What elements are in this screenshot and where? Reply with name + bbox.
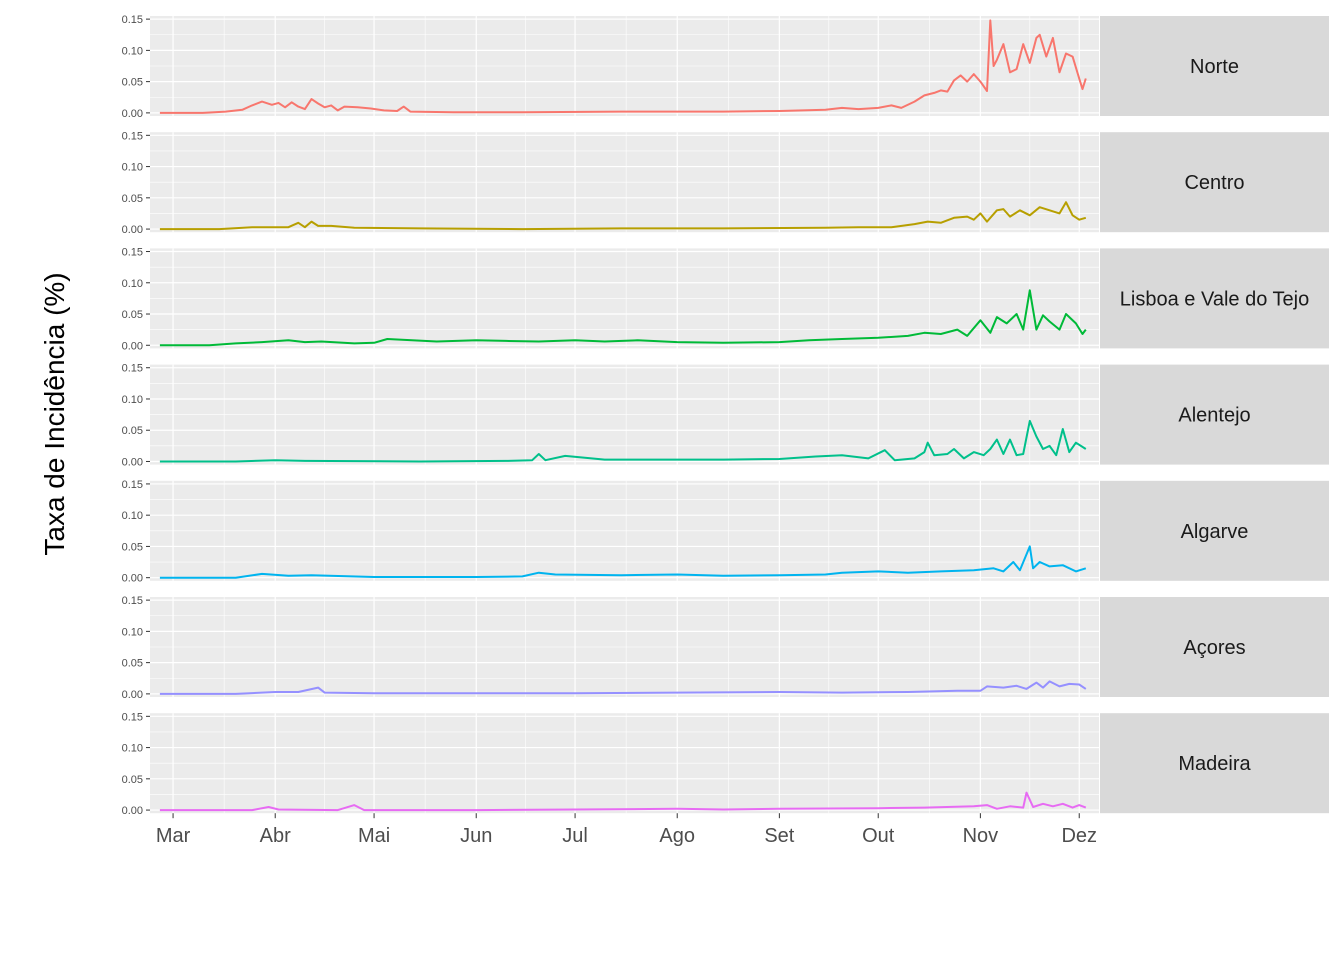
facet-strip	[1100, 132, 1329, 233]
facet-strip-label: Centro	[1184, 172, 1244, 194]
x-tick-label: Mai	[358, 825, 390, 847]
x-tick-label: Ago	[659, 825, 695, 847]
y-tick-label: 0.00	[122, 108, 143, 120]
y-tick-label: 0.10	[122, 162, 143, 174]
x-axis: Mar Abr Mai Jun Jul Ago Set Out Nov Dez	[156, 813, 1097, 847]
x-tick-label: Dez	[1061, 825, 1097, 847]
y-tick-label: 0.05	[122, 658, 143, 670]
facet-strip-label: Alentejo	[1178, 405, 1250, 427]
x-tick-label: Jul	[562, 825, 588, 847]
facet-panel-4: 0.00 0.05 0.10 0.15 Alentejo	[122, 363, 1329, 468]
y-tick-label: 0.15	[122, 14, 143, 26]
y-tick-label: 0.10	[122, 743, 143, 755]
facet-strip-label: Madeira	[1178, 753, 1251, 775]
y-tick-label: 0.05	[122, 541, 143, 553]
y-tick-label: 0.10	[122, 45, 143, 57]
y-tick-label: 0.00	[122, 573, 143, 585]
facet-panel-1: 0.00 0.05 0.10 0.15 Norte	[122, 14, 1329, 120]
y-tick-label: 0.05	[122, 193, 143, 205]
y-tick-label: 0.05	[122, 77, 143, 89]
facet-panels: 0.00 0.05 0.10 0.15 Norte 0.00 0.05 0.10 0.15 Cen…	[122, 14, 1329, 817]
y-tick-label: 0.00	[122, 456, 143, 468]
facet-strip	[1100, 364, 1329, 465]
y-tick-label: 0.00	[122, 689, 143, 701]
facet-panel-5: 0.00 0.05 0.10 0.15 Algarve	[122, 479, 1329, 585]
y-tick-label: 0.10	[122, 394, 143, 406]
y-tick-label: 0.05	[122, 309, 143, 321]
facet-strip	[1100, 248, 1329, 349]
y-tick-label: 0.05	[122, 425, 143, 437]
facet-strip-label: Lisboa e Vale do Tejo	[1120, 288, 1309, 310]
y-tick-label: 0.00	[122, 224, 143, 236]
series-line-6	[159, 680, 1087, 695]
y-tick-label: 0.00	[122, 340, 143, 352]
x-tick-label: Nov	[963, 825, 999, 847]
y-tick-label: 0.15	[122, 711, 143, 723]
y-tick-label: 0.05	[122, 774, 143, 786]
x-tick-label: Out	[862, 825, 895, 847]
x-tick-label: Mar	[156, 825, 191, 847]
y-tick-label: 0.10	[122, 626, 143, 638]
y-tick-label: 0.10	[122, 510, 143, 522]
facet-panel-7: 0.00 0.05 0.10 0.15 Madeira	[122, 711, 1329, 817]
facet-strip-label: Açores	[1183, 637, 1245, 659]
facet-strip-label: Norte	[1190, 56, 1239, 78]
facet-panel-2: 0.00 0.05 0.10 0.15 Centro	[122, 130, 1329, 236]
y-tick-label: 0.15	[122, 479, 143, 491]
facet-strip	[1100, 713, 1329, 814]
x-tick-label: Set	[764, 825, 794, 847]
y-tick-label: 0.15	[122, 595, 143, 607]
facet-panel-6: 0.00 0.05 0.10 0.15 Açores	[122, 595, 1329, 701]
y-axis-label: Taxa de Incidência (%)	[39, 272, 70, 555]
series-line-2	[159, 201, 1087, 231]
facet-strip	[1100, 480, 1329, 581]
y-tick-label: 0.10	[122, 278, 143, 290]
facet-panel-3: 0.00 0.05 0.10 0.15 Lisboa e Vale do Tejo	[122, 247, 1329, 352]
series-line-4	[159, 419, 1087, 463]
facet-strip	[1100, 16, 1329, 116]
facet-strip	[1100, 597, 1329, 697]
y-tick-label: 0.00	[122, 805, 143, 817]
x-tick-label: Jun	[460, 825, 492, 847]
x-tick-label: Abr	[260, 825, 291, 847]
series-line-1	[159, 19, 1087, 114]
y-tick-label: 0.15	[122, 130, 143, 142]
series-line-3	[159, 289, 1087, 347]
y-tick-label: 0.15	[122, 363, 143, 375]
facet-strip-label: Algarve	[1181, 521, 1249, 543]
series-line-7	[159, 791, 1087, 812]
y-tick-label: 0.15	[122, 247, 143, 259]
series-line-5	[159, 545, 1087, 579]
